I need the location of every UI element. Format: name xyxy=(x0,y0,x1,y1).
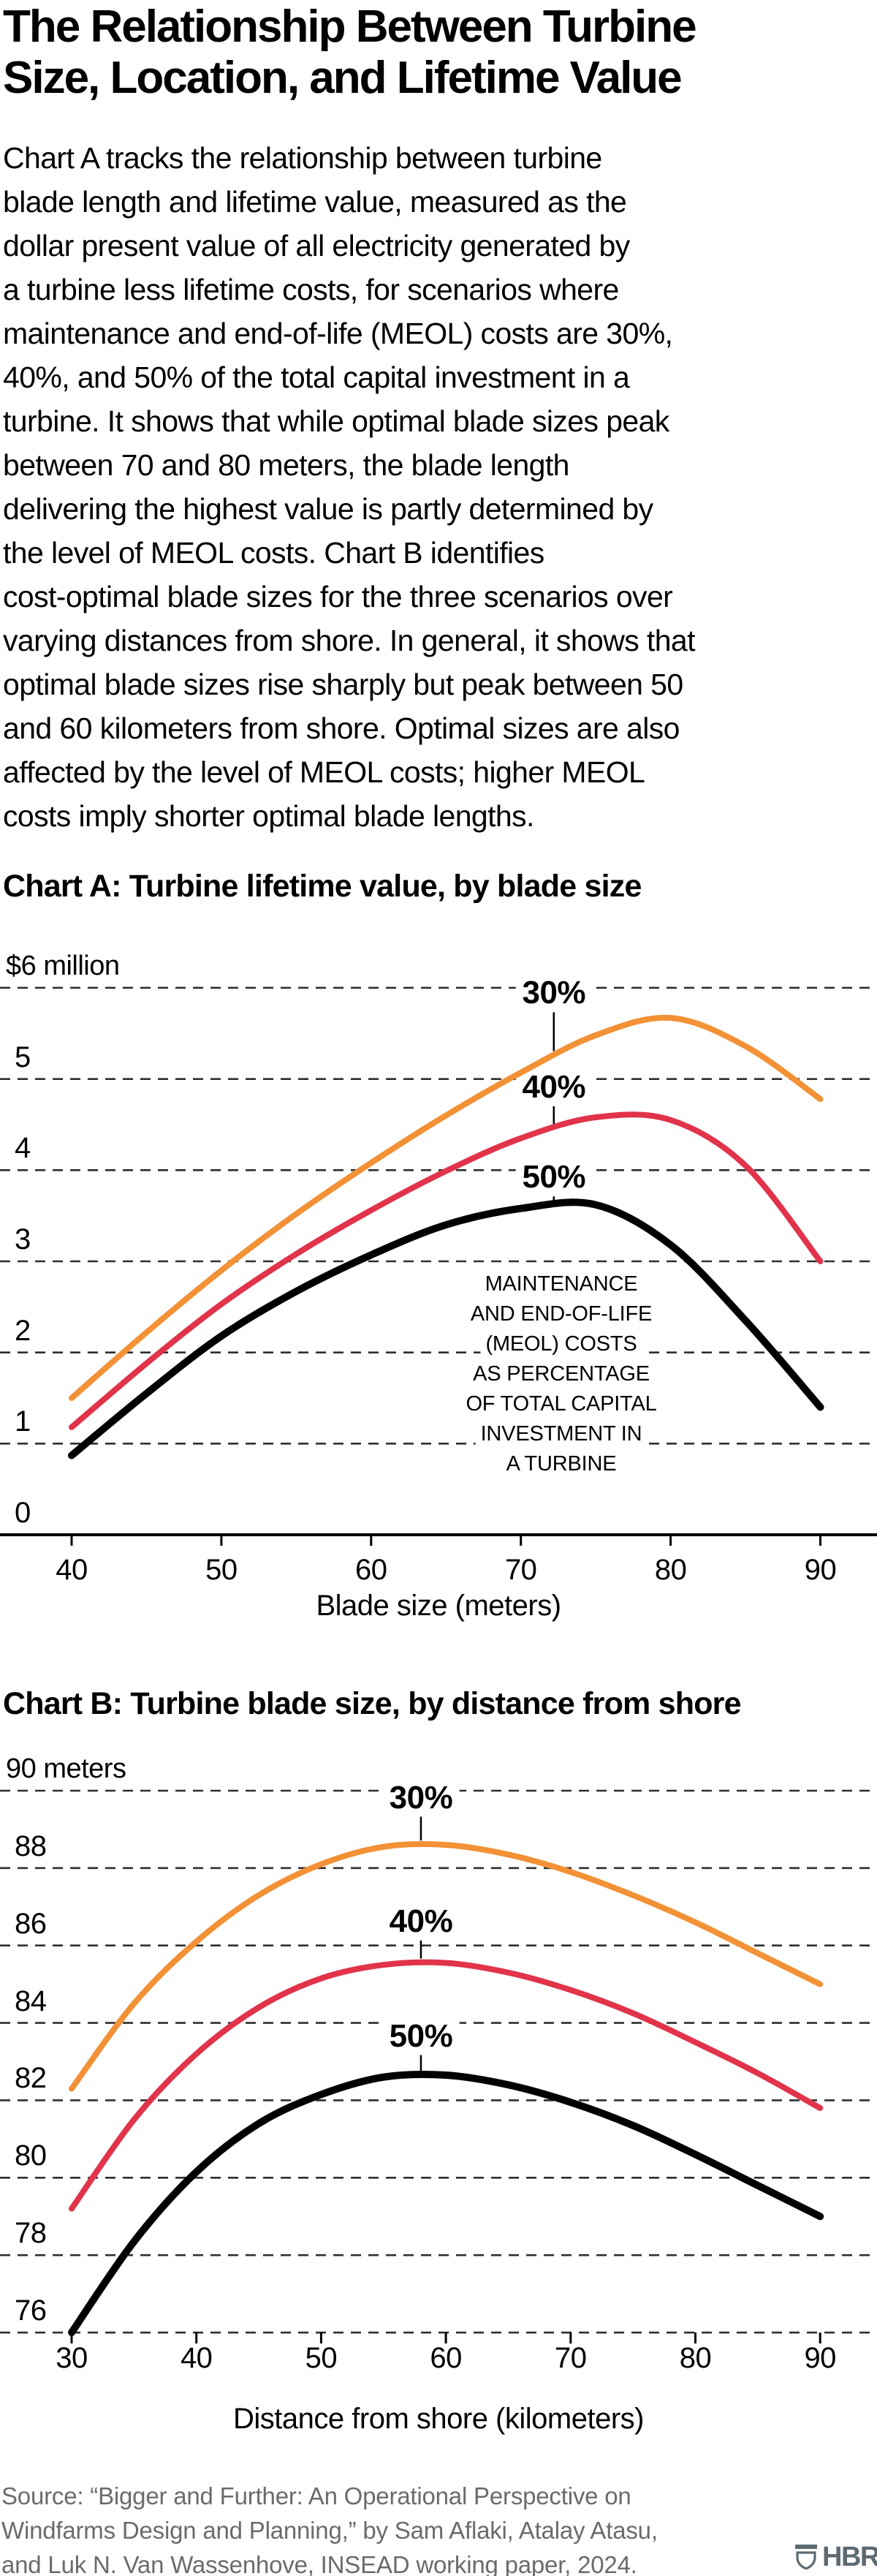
hbr-logo: HBR xyxy=(795,2542,877,2572)
chart-a-y-tick-label-3: 3 xyxy=(15,1223,31,1255)
chart-a-y-tick-label-0: 0 xyxy=(15,1497,31,1529)
chart-a-x-tick-label-80: 80 xyxy=(654,1554,687,1586)
chart-b-x-tick-label-60: 60 xyxy=(430,2342,462,2374)
chart-b-curve-40% xyxy=(69,1959,824,2212)
chart-b-series-label-50%: 50% xyxy=(382,2017,460,2055)
chart-b-series-label-40%: 40% xyxy=(382,1902,460,1941)
chart-b-y-tick-label-80: 80 xyxy=(15,2139,47,2172)
chart-b-y-tick-label-78: 78 xyxy=(15,2217,47,2250)
chart-b-x-tick-label-50: 50 xyxy=(305,2342,338,2374)
chart-a-annotation-line-6: INVESTMENT IN xyxy=(475,1419,648,1448)
chart-b-title: Chart B: Turbine blade size, by distance… xyxy=(3,1686,742,1721)
hbr-logo-text: HBR xyxy=(822,2542,877,2572)
chart-a-y-tick-label-5: 5 xyxy=(15,1040,31,1073)
chart-b-y-tick-label-86: 86 xyxy=(15,1907,47,1940)
chart-b-x-tick-label-80: 80 xyxy=(679,2342,712,2374)
chart-b-y-top-label: 90 meters xyxy=(6,1753,126,1784)
chart-a-x-tick-label-50: 50 xyxy=(205,1554,238,1586)
chart-a-series-label-30%: 30% xyxy=(515,974,593,1013)
chart-a-series-label-40%: 40% xyxy=(515,1068,593,1106)
chart-a-annotation-line-2: AND END-OF-LIFE xyxy=(465,1299,658,1329)
chart-a-curve-40% xyxy=(69,1111,824,1430)
chart-b-curve-50% xyxy=(68,2070,824,2337)
intro-paragraph: Chart A tracks the relationship between … xyxy=(3,141,696,833)
chart-b-x-tick-label-70: 70 xyxy=(555,2342,587,2374)
chart-a-y-top-label: $6 million xyxy=(6,951,120,981)
source-note: Source: “Bigger and Further: An Operatio… xyxy=(1,2482,658,2576)
chart-b-y-tick-label-88: 88 xyxy=(15,1829,47,1862)
chart-a-y-tick-label-4: 4 xyxy=(15,1132,31,1165)
chart-a-x-tick-label-60: 60 xyxy=(355,1554,387,1586)
chart-b-y-tick-label-76: 76 xyxy=(15,2294,47,2327)
chart-a-annotation-line-1: MAINTENANCE xyxy=(479,1269,643,1299)
chart-a-x-tick-label-40: 40 xyxy=(56,1554,88,1586)
chart-b-y-tick-label-84: 84 xyxy=(15,1984,47,2017)
chart-b-x-axis-label: Distance from shore (kilometers) xyxy=(233,2403,644,2435)
chart-b-x-tick-label-40: 40 xyxy=(180,2342,213,2374)
chart-a-y-tick-label-2: 2 xyxy=(15,1314,31,1347)
chart-a-annotation-line-4: AS PERCENTAGE xyxy=(468,1359,655,1389)
chart-a-annotation-line-3: (MEOL) COSTS xyxy=(480,1329,642,1359)
chart-a-curve-50% xyxy=(68,1198,824,1459)
chart-a-series-label-50%: 50% xyxy=(515,1158,593,1197)
chart-a-x-axis-label: Blade size (meters) xyxy=(316,1590,561,1622)
chart-a-x-tick-label-90: 90 xyxy=(804,1554,837,1586)
chart-a-annotation-line-5: OF TOTAL CAPITAL xyxy=(460,1389,662,1419)
chart-b-series-label-30%: 30% xyxy=(382,1778,460,1817)
chart-b-x-tick-label-30: 30 xyxy=(56,2342,88,2374)
page-title: The Relationship Between Turbine Size, L… xyxy=(3,1,697,103)
chart-a-y-tick-label-1: 1 xyxy=(15,1405,31,1438)
chart-a-title: Chart A: Turbine lifetime value, by blad… xyxy=(3,869,642,904)
chart-a-annotation-line-7: A TURBINE xyxy=(501,1449,622,1478)
chart-b-y-tick-label-82: 82 xyxy=(15,2062,47,2095)
chart-b-x-tick-label-90: 90 xyxy=(804,2342,836,2374)
chart-a-x-tick-label-70: 70 xyxy=(504,1554,537,1586)
chart-a-curve-30% xyxy=(69,1014,824,1401)
hbr-shield-icon xyxy=(795,2545,817,2570)
